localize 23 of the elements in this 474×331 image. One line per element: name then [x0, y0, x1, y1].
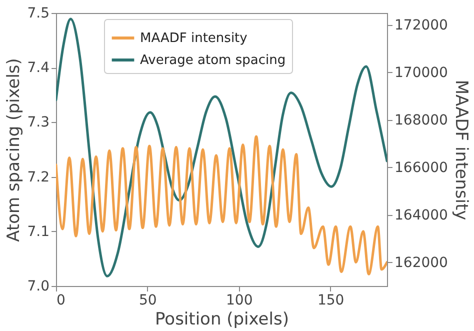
- legend-label: MAADF intensity: [140, 31, 248, 46]
- x-tick-label: 150: [317, 292, 344, 308]
- x-tick-label: 0: [56, 292, 66, 308]
- legend-label: Average atom spacing: [140, 53, 286, 68]
- y-tick-label: 7.0: [27, 278, 50, 294]
- x-tick-label: 100: [226, 292, 253, 308]
- y2-tick-label: 170000: [394, 64, 448, 81]
- y2-tick-label: 168000: [394, 112, 448, 128]
- line-series: [56, 135, 387, 276]
- y-tick-label: 7.4: [27, 60, 50, 76]
- y-tick-label: 7.2: [27, 169, 50, 186]
- y-tick-label: 7.5: [27, 6, 50, 22]
- y2-tick-label: 162000: [394, 254, 448, 271]
- y2-tick-label: 172000: [394, 17, 448, 34]
- y-tick-label: 7.1: [27, 224, 50, 240]
- y-axis-title: Atom spacing (pixels): [4, 58, 24, 242]
- x-axis-title: Position (pixels): [155, 310, 289, 330]
- x-tick-label: 50: [139, 292, 157, 308]
- y-tick-label: 7.3: [27, 114, 50, 131]
- line-series: [56, 18, 387, 278]
- y2-axis-title: MAADF intensity: [450, 80, 471, 220]
- y2-tick-label: 164000: [394, 207, 448, 224]
- y2-tick-label: 166000: [394, 160, 448, 176]
